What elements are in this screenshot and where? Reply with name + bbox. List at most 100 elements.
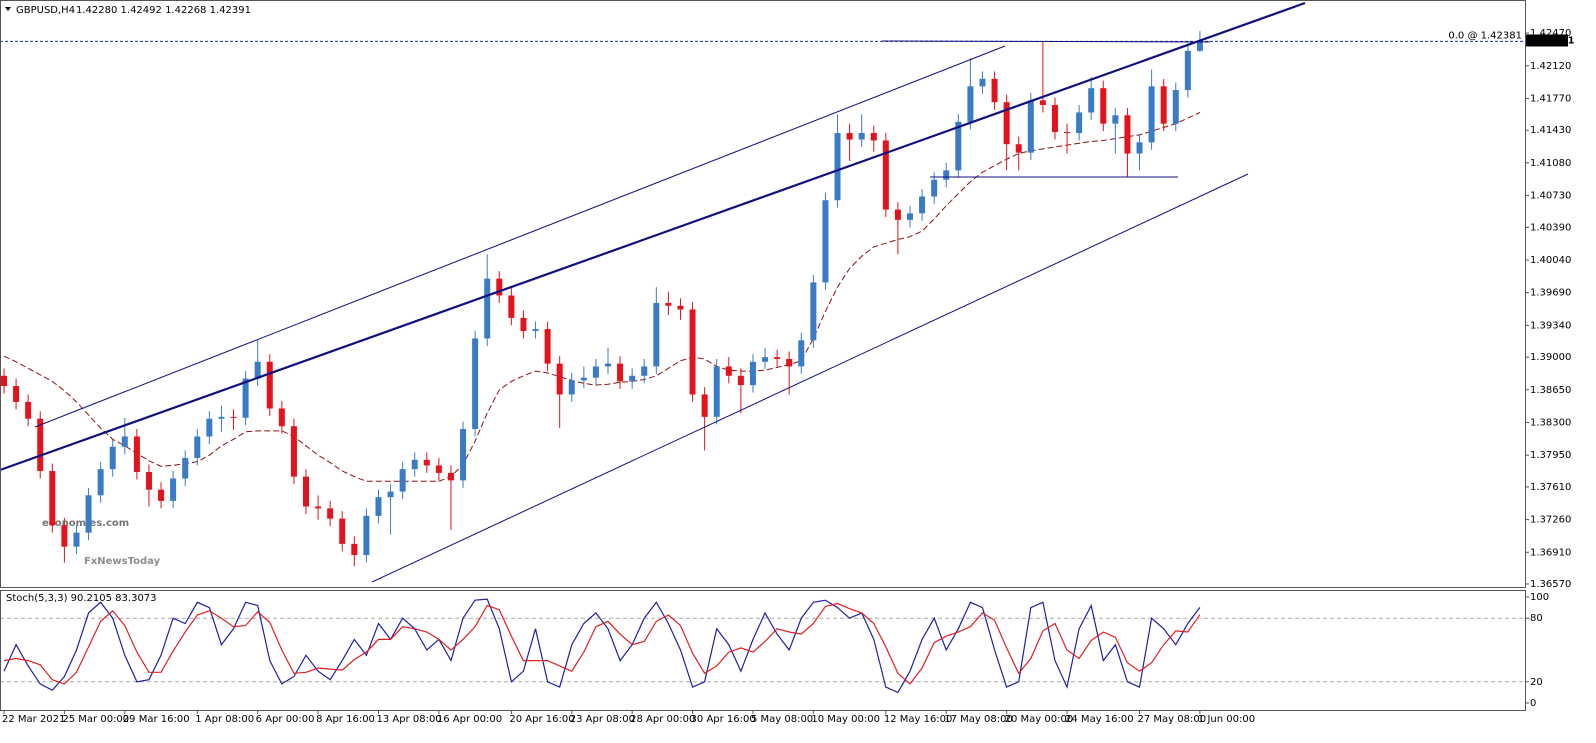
candle-body <box>1051 104 1058 133</box>
candle-body <box>242 378 249 418</box>
candle-body <box>254 361 261 379</box>
candle-body <box>133 436 140 472</box>
price-frame <box>0 0 1526 588</box>
x-tick-label: 29 Mar 16:00 <box>123 714 190 725</box>
main-trendline <box>0 1 1306 472</box>
y-tick-label: 1.39340 <box>1530 320 1571 331</box>
x-tick-label: 1 Jun 00:00 <box>1198 714 1255 725</box>
candle-body <box>508 295 515 318</box>
candle-body <box>979 78 986 87</box>
candle-body <box>568 380 575 395</box>
candle-body <box>496 278 503 296</box>
x-tick-label: 16 Apr 00:00 <box>437 714 502 725</box>
candle-body <box>629 375 636 382</box>
candle-body <box>363 515 370 556</box>
candle-body <box>919 196 926 214</box>
resistance-line <box>881 40 1211 43</box>
symbol: GBPUSD,H4 <box>16 5 75 16</box>
x-tick-label: 5 May 08:00 <box>751 714 813 725</box>
y-tick-label: 0 <box>1530 698 1536 709</box>
candle-body <box>1172 90 1179 124</box>
candle-body <box>278 408 285 427</box>
stoch-line <box>3 602 1201 685</box>
y-tick-label: 1.40040 <box>1530 255 1571 266</box>
stoch-frame <box>0 590 1526 711</box>
candle-body <box>1064 132 1071 134</box>
candle-body <box>435 465 442 473</box>
y-tick-label: 1.41080 <box>1530 158 1571 169</box>
candle-body <box>532 329 539 331</box>
candle-body <box>677 305 684 310</box>
candle-body <box>158 489 165 501</box>
candle-body <box>774 357 781 359</box>
x-tick-label: 24 May 16:00 <box>1065 714 1134 725</box>
candle-body <box>13 386 20 402</box>
candle-body <box>713 366 720 417</box>
candle-body <box>121 436 128 447</box>
y-tick-label: 1.38300 <box>1530 417 1571 428</box>
moving-average <box>3 112 1201 482</box>
candle-body <box>967 86 974 122</box>
upper-channel <box>34 45 1006 428</box>
candle-body <box>846 133 853 140</box>
candle-body <box>822 200 829 283</box>
x-tick-label: 10 May 00:00 <box>811 714 880 725</box>
y-tick-label: 1.37950 <box>1530 450 1571 461</box>
candle-body <box>303 476 309 507</box>
x-tick-label: 20 May 00:00 <box>1005 714 1074 725</box>
bid-label: 1.42391 <box>1529 35 1575 46</box>
candle-body <box>387 491 394 498</box>
x-tick-label: 13 Apr 08:00 <box>376 714 441 725</box>
candle-body <box>617 363 624 382</box>
y-tick-label: 1.39000 <box>1530 352 1571 363</box>
candle-body <box>49 471 56 526</box>
price-plot: 0.0 @ 1.42381 <box>0 30 1525 567</box>
candle-body <box>1196 40 1203 51</box>
x-tick-label: 27 May 08:00 <box>1138 714 1207 725</box>
candle-body <box>194 436 201 458</box>
x-tick-label: 20 Apr 16:00 <box>509 714 574 725</box>
y-tick-label: 1.37610 <box>1530 482 1571 493</box>
trendlines <box>0 1 1306 583</box>
candle-body <box>1136 142 1143 154</box>
candle-body <box>701 394 708 417</box>
candle-body <box>25 401 32 419</box>
candle-body <box>641 366 648 376</box>
candle-body <box>145 471 152 490</box>
x-tick-label: 17 May 08:00 <box>944 714 1013 725</box>
candle-body <box>411 459 418 470</box>
x-tick-label: 6 Apr 00:00 <box>256 714 315 725</box>
candle-body <box>1184 50 1191 91</box>
stoch-label: Stoch(5,3,3) 90.2105 83.3073 <box>6 593 157 604</box>
candle-body <box>484 278 491 339</box>
candle-body <box>689 309 696 395</box>
candle-body <box>870 133 877 141</box>
candle-body <box>834 133 841 201</box>
candle-body <box>315 506 322 509</box>
stoch-plot <box>0 598 1525 694</box>
candle-body <box>351 543 358 556</box>
candle-body <box>592 366 599 378</box>
candle-body <box>1076 112 1083 134</box>
candle-body <box>1027 100 1034 153</box>
x-tick-label: 22 Mar 2021 <box>2 714 65 725</box>
candle-body <box>1160 86 1167 124</box>
candle-body <box>460 429 467 481</box>
menu-arrow[interactable] <box>5 7 11 11</box>
candle-body <box>1015 144 1022 153</box>
candle-body <box>665 302 672 306</box>
candle-body <box>907 213 913 220</box>
candle-body <box>97 469 104 496</box>
candle-body <box>762 357 769 362</box>
candle-body <box>109 446 116 470</box>
candle-body <box>725 366 732 376</box>
fib-level-label: 0.0 @ 1.42381 <box>1448 30 1522 41</box>
candle-body <box>182 457 189 479</box>
candle-body <box>73 532 80 547</box>
candle-body <box>375 497 382 516</box>
candle-body <box>1112 115 1119 124</box>
candle-body <box>749 361 756 386</box>
candle-body <box>206 418 213 437</box>
candle-body <box>85 495 92 533</box>
